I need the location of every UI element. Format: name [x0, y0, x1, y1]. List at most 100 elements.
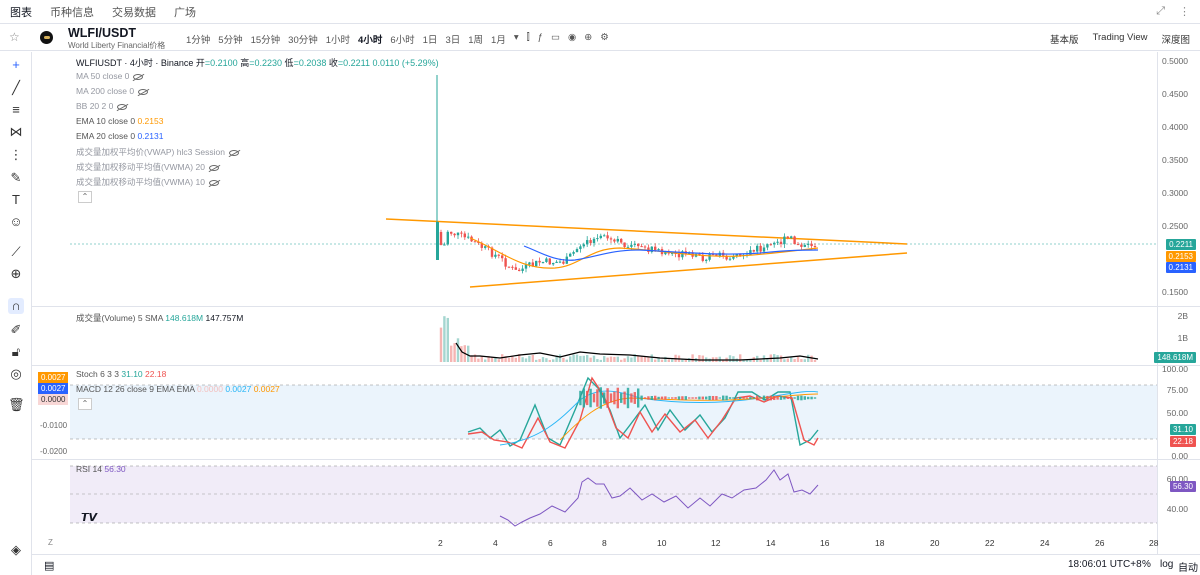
calendar-icon[interactable]: ▤ — [44, 560, 55, 572]
volume-bar — [538, 359, 541, 362]
open-label: 开 — [195, 58, 205, 68]
timeframe-30m[interactable]: 30分钟 — [288, 35, 318, 46]
drawing-toolbar: + ╱ ≡ ⋈ ⋮ ✎ T ☺ ⟋ ⊕ ∩ ✐ 🔓︎ ◎ 🗑︎ ◈ — [0, 52, 32, 575]
z-icon[interactable]: Z — [48, 538, 53, 547]
candle-type-icon[interactable]: ⫿ — [526, 32, 530, 43]
candle — [654, 246, 657, 251]
hidden-eye-icon[interactable] — [208, 164, 219, 171]
favorite-star-icon[interactable]: ☆ — [9, 30, 20, 44]
log-toggle[interactable]: log — [1160, 559, 1174, 570]
percent-toggle[interactable]: % — [1142, 559, 1151, 570]
view-basic[interactable]: 基本版 — [1050, 35, 1079, 46]
vwma20-legend[interactable]: 成交量加权移动平均值(VWMA) 20 — [76, 161, 219, 173]
volume-bar — [783, 359, 786, 362]
emoji-icon[interactable]: ☺ — [9, 214, 23, 229]
macd-hist-bar — [630, 393, 633, 403]
hidden-eye-icon[interactable] — [228, 149, 239, 156]
timeframe-1mo[interactable]: 1月 — [491, 35, 506, 46]
vwma10-legend[interactable]: 成交量加权移动平均值(VWMA) 10 — [76, 176, 219, 188]
macd-hist-bar — [711, 395, 715, 401]
brush-icon[interactable]: ✎ — [10, 170, 22, 185]
magnet-icon[interactable]: ∩ — [8, 298, 24, 314]
timeframe-3d[interactable]: 3日 — [445, 35, 461, 46]
timeframe-5m[interactable]: 5分钟 — [218, 35, 243, 46]
tab-chart[interactable]: 图表 — [10, 6, 32, 19]
candle — [650, 246, 653, 253]
settings-icon[interactable]: ⚙ — [600, 32, 609, 43]
macd-hist-bar — [701, 396, 704, 400]
visibility-icon[interactable]: ◎ — [10, 366, 22, 381]
lock-drawings-icon[interactable]: ✐ — [10, 322, 22, 337]
pattern-icon[interactable]: ⋈ — [9, 124, 23, 139]
hidden-eye-icon[interactable] — [208, 179, 219, 186]
expand-icon[interactable]: ⤢ — [1156, 5, 1165, 17]
volume-bar — [541, 357, 545, 362]
volume-bar — [807, 354, 810, 362]
stoch-legend[interactable]: Stoch 6 3 3 31.10 22.18 — [76, 369, 166, 379]
macd-hist-bar — [620, 393, 623, 403]
macd-hist-value: 0.0000 — [196, 384, 223, 394]
vwap-legend[interactable]: 成交量加权平均价(VWAP) hlc3 Session — [76, 146, 239, 158]
macd-hist-bar — [722, 395, 725, 401]
volume-bar — [575, 354, 579, 362]
auto-toggle[interactable]: 自动 — [1178, 563, 1198, 574]
timeframe-1h[interactable]: 1小时 — [325, 35, 351, 46]
text-icon[interactable]: T — [12, 192, 20, 207]
timeframe-6h[interactable]: 6小时 — [390, 35, 415, 46]
layout-icon[interactable]: ▭ — [550, 32, 560, 43]
trendline-icon[interactable]: ╱ — [12, 80, 20, 95]
collapse-legend-button[interactable]: ⌃ — [78, 191, 92, 203]
bb-legend[interactable]: BB 20 2 0 — [76, 101, 128, 111]
volume-bar — [773, 354, 776, 362]
collapse-macd-button[interactable]: ⌃ — [78, 398, 92, 410]
view-tradingview[interactable]: Trading View — [1092, 32, 1148, 43]
rsi-legend[interactable]: RSI 14 56.30 — [76, 464, 126, 474]
timeframe-1w[interactable]: 1周 — [468, 35, 484, 46]
macd-line — [499, 390, 819, 446]
macd-legend[interactable]: MACD 12 26 close 9 EMA EMA 0.0000 0.0027… — [76, 384, 280, 394]
hidden-eye-icon[interactable] — [138, 88, 149, 95]
more-icon[interactable]: ⋮ — [1179, 6, 1190, 18]
candle — [599, 235, 602, 239]
volume-legend[interactable]: 成交量(Volume) 5 SMA 148.618M 147.757M — [76, 312, 243, 324]
volume-bar — [450, 345, 453, 362]
ma50-legend[interactable]: MA 50 close 0 — [76, 71, 144, 81]
hidden-eye-icon[interactable] — [133, 73, 144, 80]
trash-icon[interactable]: 🗑︎ — [8, 397, 25, 412]
tradingview-logo-icon: 𝙏𝙑 — [81, 512, 98, 524]
candle — [535, 260, 538, 267]
timeframe-1m[interactable]: 1分钟 — [186, 35, 211, 46]
volume-bar — [446, 317, 449, 362]
timeframe-1d[interactable]: 1日 — [422, 35, 438, 46]
tab-trade-data[interactable]: 交易数据 — [112, 6, 156, 19]
hidden-eye-icon[interactable] — [117, 103, 128, 110]
timeframe-dropdown-icon[interactable]: ▾ — [513, 32, 519, 43]
candle — [708, 254, 711, 260]
chart-toolbar: ☆ WLFI/USDT World Liberty Financial价格 1分… — [0, 25, 1200, 51]
ema20-legend[interactable]: EMA 20 close 0 0.2131 — [76, 131, 163, 141]
candle — [664, 252, 667, 255]
add-icon[interactable]: ⊕ — [584, 32, 593, 43]
ma200-legend[interactable]: MA 200 close 0 — [76, 86, 149, 96]
horizontal-lines-icon[interactable]: ≡ — [12, 102, 20, 117]
timeframe-4h[interactable]: 4小时 — [358, 35, 383, 46]
ruler-icon[interactable]: ⟋ — [11, 244, 21, 259]
crosshair-icon[interactable]: + — [12, 57, 20, 72]
symbol-name[interactable]: WLFI/USDT — [68, 26, 137, 40]
tab-square[interactable]: 广场 — [174, 6, 196, 19]
macd-signal-tag: 0.0027 — [38, 372, 69, 383]
layers-icon[interactable]: ◈ — [11, 542, 21, 557]
indicators-icon[interactable]: ƒ — [537, 32, 543, 43]
camera-icon[interactable]: ◉ — [567, 32, 577, 43]
volume-bar — [718, 356, 721, 362]
view-depth[interactable]: 深度图 — [1161, 35, 1190, 46]
clock-time[interactable]: 18:06:01 UTC+8 — [1068, 559, 1142, 570]
macd-hist-bar — [779, 396, 783, 400]
zoom-icon[interactable]: ⊕ — [10, 266, 22, 281]
fib-icon[interactable]: ⋮ — [9, 147, 23, 162]
ema10-legend[interactable]: EMA 10 close 0 0.2153 — [76, 116, 163, 126]
timeframe-15m[interactable]: 15分钟 — [250, 35, 281, 46]
tab-coin-info[interactable]: 币种信息 — [50, 6, 94, 19]
unlock-icon[interactable]: 🔓︎ — [11, 344, 21, 359]
